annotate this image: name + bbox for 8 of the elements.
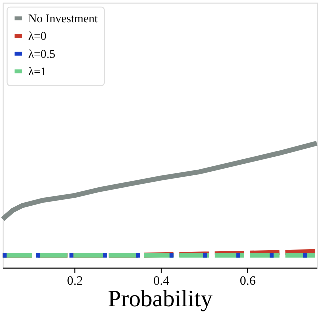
legend-label: No Investment	[28, 12, 99, 26]
x-tick-label: 0.6	[240, 274, 256, 288]
legend-label: λ=0	[28, 30, 47, 44]
legend-label: λ=1	[28, 66, 47, 79]
x-axis-title: Probability	[108, 286, 214, 313]
legend-label: λ=0.5	[28, 48, 56, 61]
x-tick-label: 0.4	[154, 274, 170, 288]
x-tick-label: 0.2	[67, 274, 84, 288]
